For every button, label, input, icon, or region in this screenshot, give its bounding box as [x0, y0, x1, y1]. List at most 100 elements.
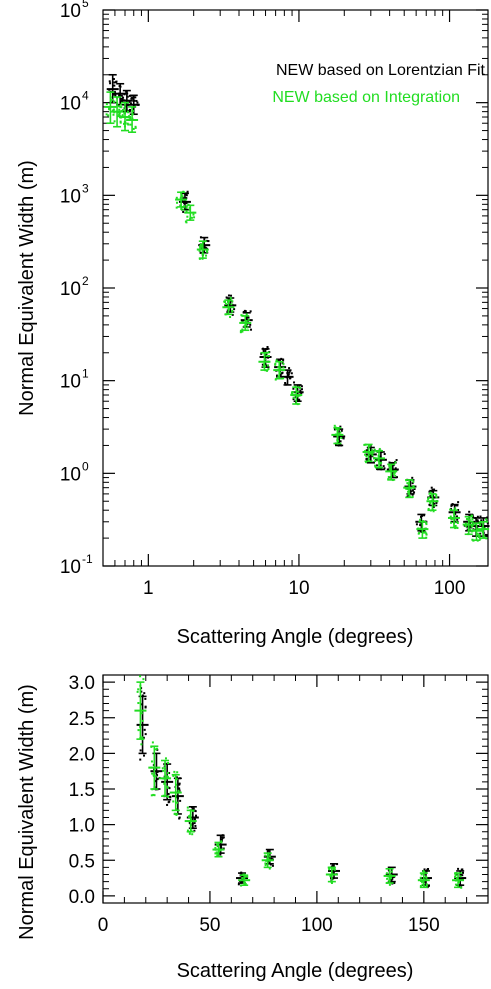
- top-scatter-dot: [182, 208, 185, 211]
- bottom-scatter-dot: [150, 760, 153, 763]
- top-scatter-dot: [183, 205, 186, 208]
- top-scatter-dot: [288, 367, 291, 370]
- bottom-scatter-dot: [154, 748, 157, 751]
- top-scatter-dot: [374, 459, 377, 462]
- top-scatter-dot: [114, 94, 117, 97]
- top-scatter-dot: [484, 533, 487, 536]
- top-x-axis-title: Scattering Angle (degrees): [177, 626, 414, 648]
- top-scatter-dot: [410, 490, 413, 493]
- top-scatter-dot: [342, 436, 345, 439]
- top-scatter-dot: [392, 473, 395, 476]
- top-scatter-dot: [206, 250, 209, 253]
- top-scatter-dot: [456, 521, 459, 524]
- bottom-scatter-dot: [143, 692, 146, 695]
- top-scatter-dot: [464, 525, 467, 528]
- top-scatter-dot: [471, 518, 474, 521]
- bottom-y-tick-label: 2.0: [69, 744, 95, 765]
- bottom-scatter-dot: [220, 838, 223, 841]
- top-scatter-dot: [300, 385, 303, 388]
- bottom-scatter-dot: [393, 882, 396, 885]
- top-scatter-dot: [468, 518, 471, 521]
- top-scatter-dot: [471, 523, 474, 526]
- top-scatter-dot: [471, 525, 474, 528]
- bottom-scatter-dot: [155, 747, 158, 750]
- top-scatter-dot: [411, 482, 414, 485]
- bottom-scatter-dot: [140, 743, 143, 746]
- bottom-scatter-dot: [154, 775, 157, 778]
- top-scatter-dot: [380, 461, 383, 464]
- bottom-scatter-dot: [268, 855, 271, 858]
- top-scatter-dot: [111, 98, 114, 101]
- bottom-scatter-dot: [188, 832, 191, 835]
- bottom-scatter-dot: [264, 854, 267, 857]
- bottom-scatter-dot: [168, 787, 171, 790]
- top-scatter-dot: [476, 515, 479, 518]
- top-scatter-dot: [435, 496, 438, 499]
- bottom-plot-frame: [102, 674, 489, 904]
- top-scatter-dot: [113, 90, 116, 93]
- top-scatter-dot: [180, 208, 183, 211]
- top-scatter-dot: [118, 114, 121, 117]
- bottom-scatter-dot: [425, 884, 428, 887]
- top-scatter-dot: [265, 354, 268, 357]
- bottom-scatter-dot: [137, 702, 140, 705]
- bottom-scatter-dot: [175, 776, 178, 779]
- top-scatter-dot: [134, 96, 137, 99]
- top-scatter-dot: [118, 94, 121, 97]
- bottom-scatter-dot: [175, 778, 178, 781]
- bottom-scatter-dot: [176, 801, 179, 804]
- bottom-y-tick-label: 2.5: [69, 709, 95, 730]
- top-y-tick-exponent: -1: [82, 552, 93, 566]
- bottom-y-tick-label: 3.0: [69, 673, 95, 694]
- bottom-scatter-dot: [267, 853, 270, 856]
- bottom-scatter-dot: [168, 800, 171, 803]
- top-scatter-dot: [407, 492, 410, 495]
- top-scatter-dot: [231, 300, 234, 303]
- bottom-scatter-dot: [188, 816, 191, 819]
- bottom-scatter-dot: [455, 877, 458, 880]
- top-scatter-dot: [293, 381, 296, 384]
- bottom-scatter-dot: [194, 810, 197, 813]
- bottom-scatter-dot: [137, 729, 140, 732]
- bottom-scatter-dot: [140, 703, 143, 706]
- bottom-scatter-dot: [173, 770, 176, 773]
- top-scatter-dot: [233, 308, 236, 311]
- top-scatter-dot: [274, 362, 277, 365]
- top-scatter-dot: [368, 444, 371, 447]
- bottom-scatter-dot: [454, 873, 457, 876]
- top-scatter-dot: [297, 390, 300, 393]
- top-scatter-dot: [224, 303, 227, 306]
- bottom-scatter-dot: [214, 846, 217, 849]
- top-scatter-dot: [340, 429, 343, 432]
- top-scatter-dot: [113, 120, 116, 123]
- bottom-scatter-dot: [191, 833, 194, 836]
- top-scatter-dot: [289, 377, 292, 380]
- bottom-scatter-dot: [419, 885, 422, 888]
- top-scatter-dot: [431, 488, 434, 491]
- bottom-scatter-dot: [188, 821, 191, 824]
- bottom-y-tick-label: 1.0: [69, 816, 95, 837]
- top-scatter-dot: [298, 398, 301, 401]
- top-scatter-dot: [127, 111, 130, 114]
- top-scatter-dot: [425, 533, 428, 536]
- top-scatter-dot: [207, 240, 210, 243]
- top-scatter-dot: [456, 504, 459, 507]
- top-scatter-dot: [374, 465, 377, 468]
- top-series-integration: [104, 91, 490, 542]
- top-y-tick-label: 10: [60, 94, 81, 115]
- top-scatter-dot: [199, 246, 202, 249]
- bottom-scatter-dot: [222, 836, 225, 839]
- bottom-x-tick-label: 0: [98, 915, 109, 936]
- bottom-scatter-dot: [331, 864, 334, 867]
- top-scatter-dot: [290, 372, 293, 375]
- top-scatter-dot: [260, 352, 263, 355]
- top-scatter-dot: [119, 121, 122, 124]
- top-scatter-dot: [229, 296, 232, 299]
- bottom-scatter-dot: [330, 865, 333, 868]
- top-scatter-dot: [339, 440, 342, 443]
- bottom-scatter-dot: [166, 775, 169, 778]
- bottom-scatter-dot: [245, 875, 248, 878]
- top-scatter-dot: [422, 531, 425, 534]
- top-scatter-dot: [480, 519, 483, 522]
- bottom-scatter-dot: [264, 862, 267, 865]
